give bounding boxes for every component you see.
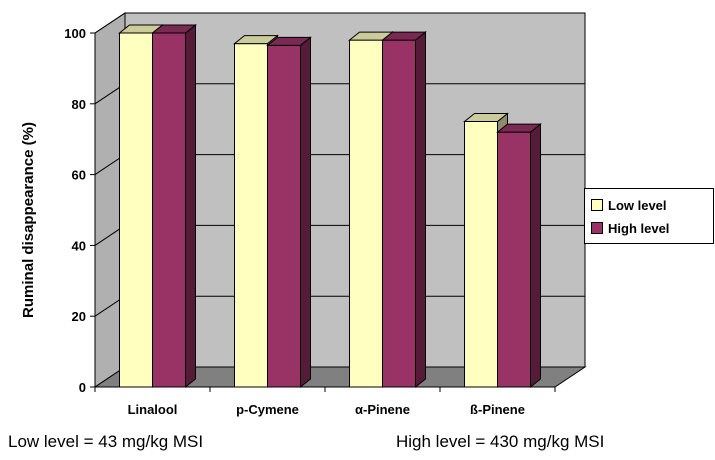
bar-high-0	[152, 32, 186, 388]
bar-high-1	[267, 44, 301, 388]
bar-side-high-2	[415, 31, 426, 389]
legend-label-low: Low level	[608, 197, 667, 213]
bar-top-low-1	[233, 35, 279, 45]
y-tick-label: 80	[72, 97, 86, 112]
bar-high-2	[382, 39, 416, 388]
x-tick-label: α-Pinene	[355, 402, 410, 417]
y-tick-label: 60	[72, 168, 86, 183]
bar-low-2	[349, 39, 383, 388]
bar-side-high-0	[185, 23, 196, 389]
bar-side-high-1	[300, 36, 311, 389]
y-tick-label: 20	[72, 309, 86, 324]
y-tick-label: 40	[72, 238, 86, 253]
legend: Low level High level	[584, 188, 714, 244]
bar-high-3	[497, 131, 531, 388]
legend-item-high: High level	[591, 219, 669, 237]
bar-top-high-2	[381, 31, 427, 41]
x-tick-label: p-Cymene	[236, 402, 299, 417]
y-tick-label: 0	[79, 380, 86, 395]
bar-side-high-3	[530, 123, 541, 389]
legend-swatch-low	[591, 199, 603, 211]
bar-low-3	[464, 121, 498, 388]
bar-low-1	[234, 43, 268, 388]
bar-top-low-3	[463, 113, 509, 122]
y-tick-label: 100	[64, 26, 86, 41]
gridline	[94, 12, 585, 34]
note-low-level: Low level = 43 mg/kg MSI	[8, 432, 204, 451]
legend-item-low: Low level	[591, 196, 667, 214]
note-high-level: High level = 430 mg/kg MSI	[396, 432, 605, 451]
x-tick-label: ß-Pinene	[470, 402, 525, 417]
bar-top-high-3	[496, 123, 542, 133]
bar-low-0	[119, 32, 153, 388]
legend-label-high: High level	[608, 220, 670, 236]
y-axis-label: Ruminal disappearance (%)	[20, 122, 37, 318]
bar-top-high-1	[266, 36, 312, 46]
x-tick-label: Linalool	[128, 402, 178, 417]
bar-top-high-0	[151, 24, 197, 34]
legend-swatch-high	[591, 222, 603, 234]
